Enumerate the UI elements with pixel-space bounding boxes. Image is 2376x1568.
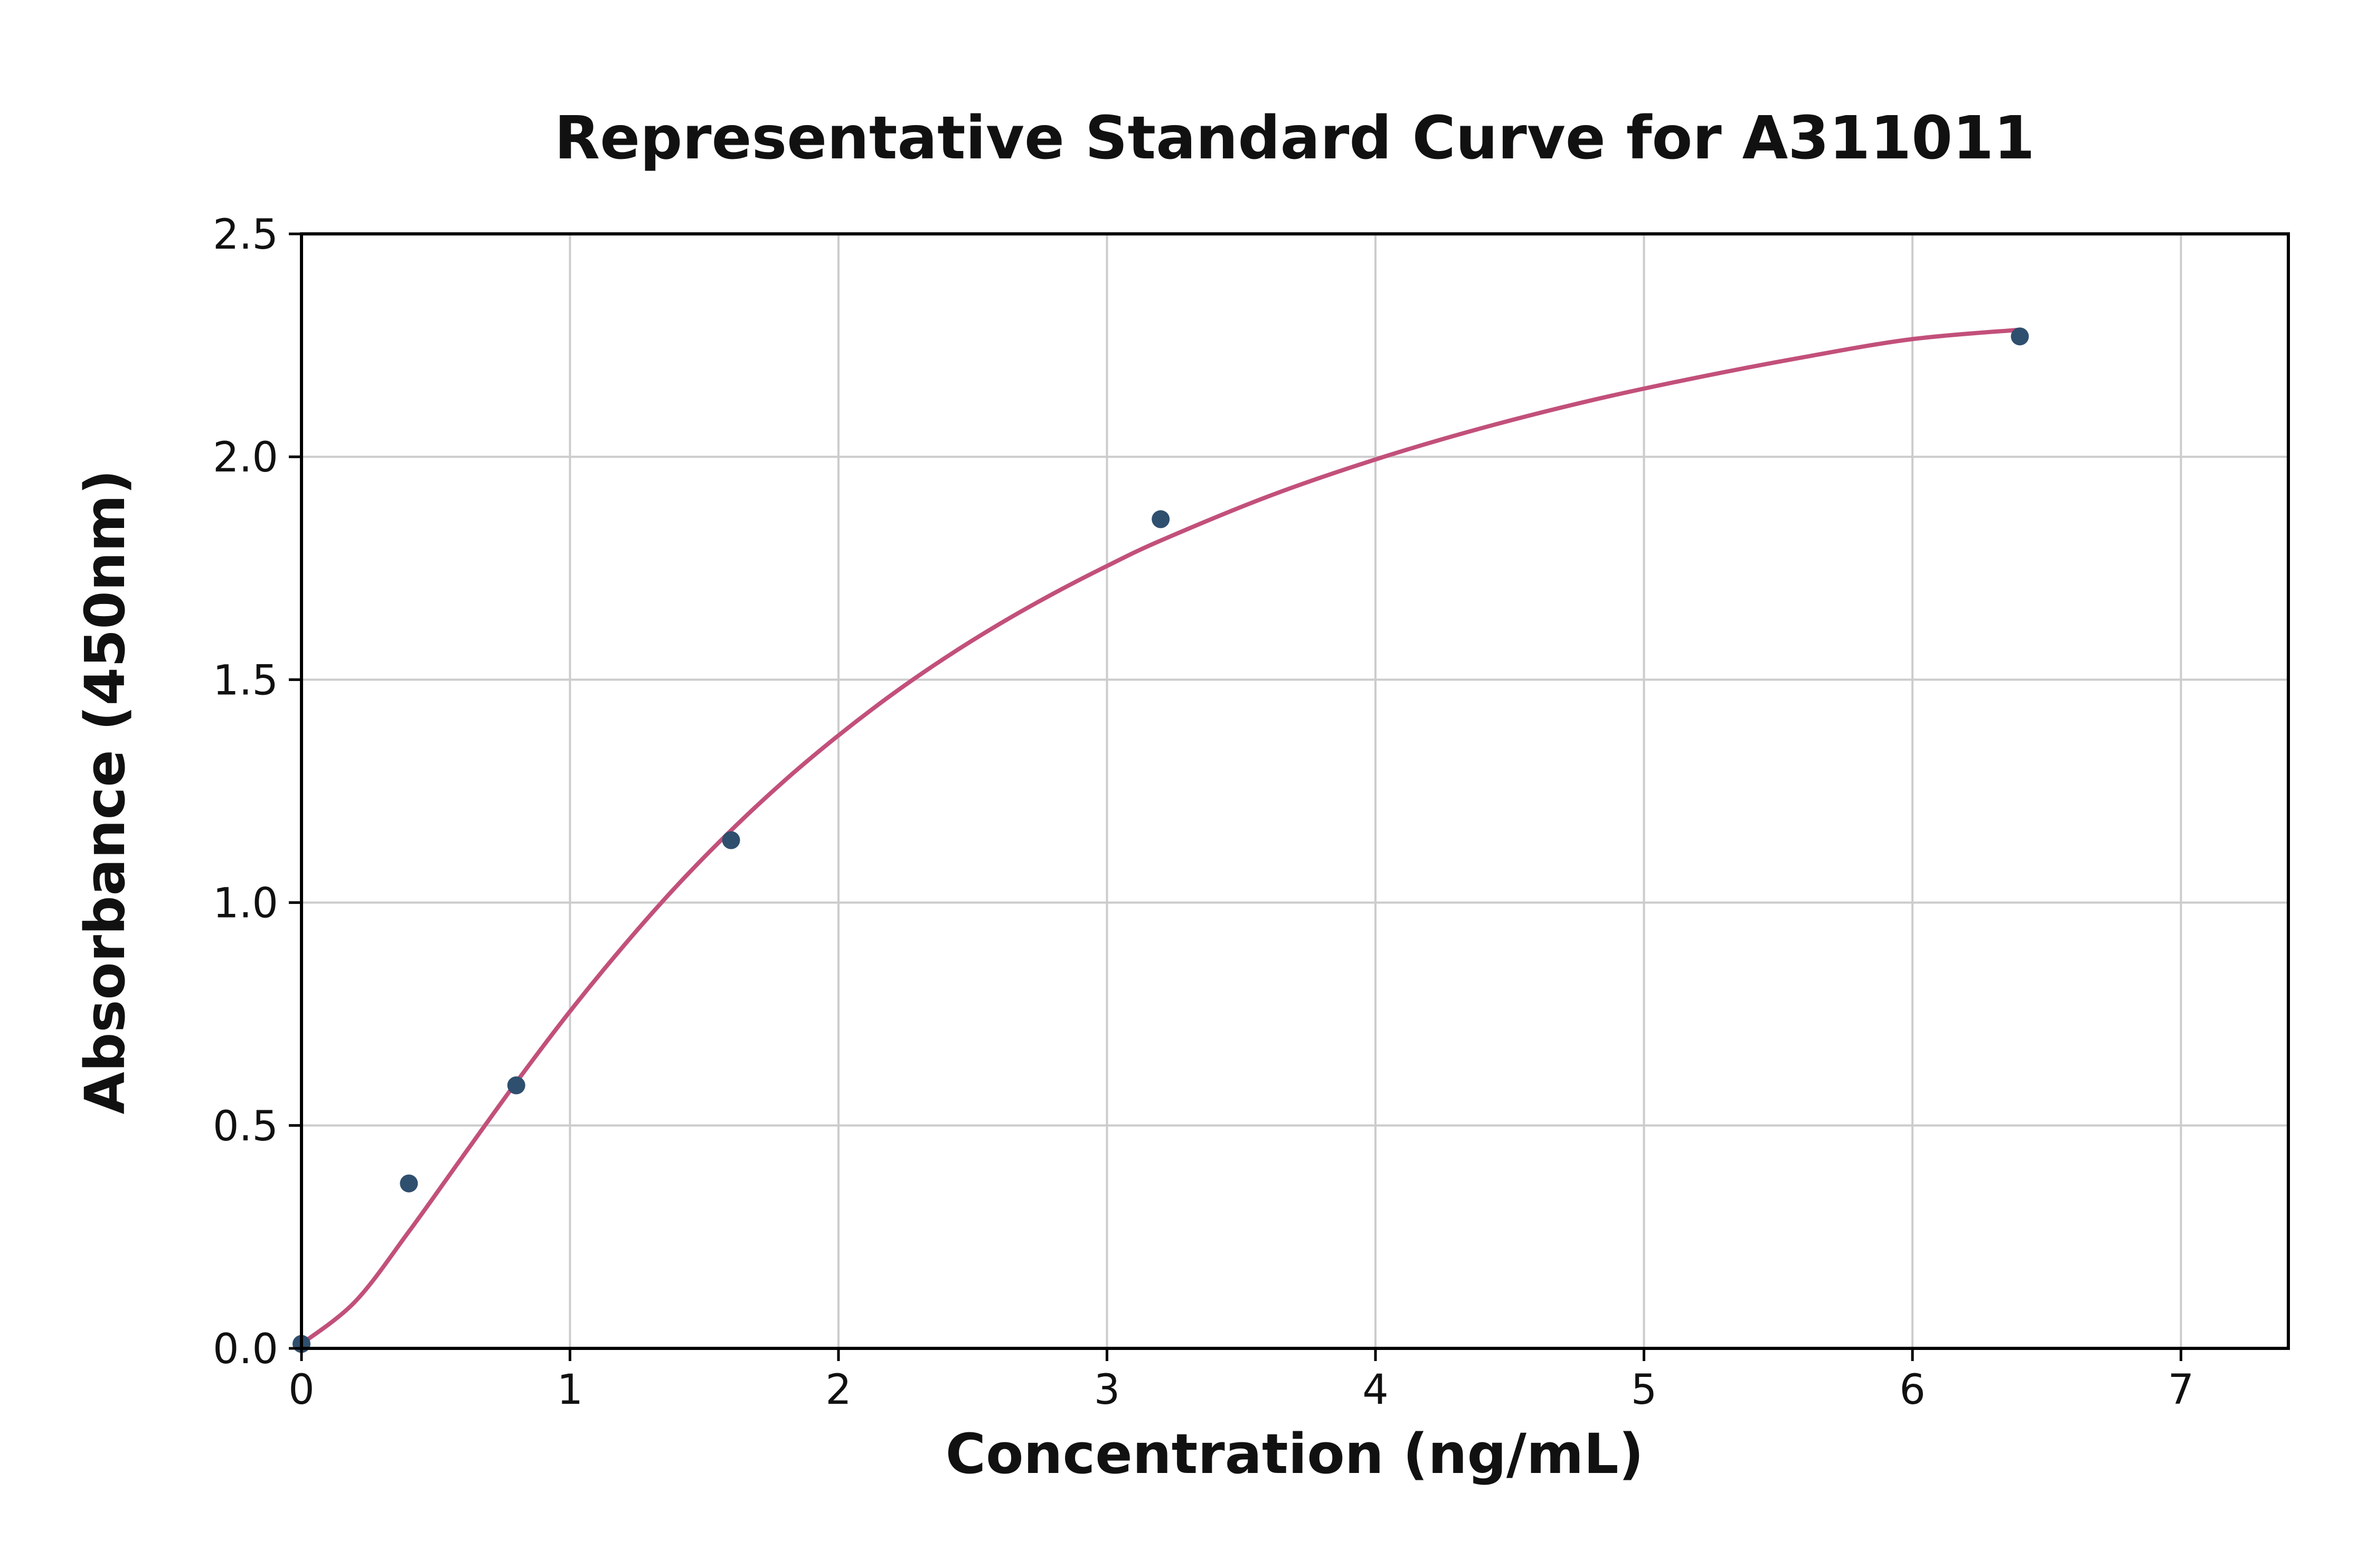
x-tick-label: 6 — [1899, 1366, 1926, 1414]
y-tick-label: 1.5 — [213, 657, 278, 704]
x-tick-label: 0 — [288, 1366, 315, 1414]
data-point — [507, 1076, 525, 1094]
y-axis-label: Absorbance (450nm) — [73, 469, 137, 1114]
gridlines — [300, 233, 2288, 1349]
data-point — [722, 831, 740, 849]
x-tick-label: 3 — [1094, 1366, 1120, 1414]
fit-curve — [299, 327, 2022, 1346]
x-tick-label: 2 — [825, 1366, 852, 1414]
axes — [300, 232, 2290, 1350]
data-point — [1152, 510, 1170, 528]
y-tick-label: 2.5 — [213, 211, 278, 259]
plot-frame — [300, 232, 2290, 1350]
x-tick-label: 5 — [1631, 1366, 1657, 1414]
y-tick-label: 0.5 — [213, 1103, 278, 1150]
tick-labels: 0 1 2 3 4 5 6 7 0.0 0.5 1.0 1.5 2.0 2.5 — [213, 211, 2194, 1414]
y-tick-label: 0.0 — [213, 1326, 278, 1373]
fit-curve-path — [299, 327, 2022, 1346]
x-tick-label: 7 — [2168, 1366, 2194, 1414]
y-tick-label: 1.0 — [213, 880, 278, 928]
x-tick-label: 4 — [1362, 1366, 1389, 1414]
y-tick-label: 2.0 — [213, 434, 278, 481]
data-points — [293, 327, 2029, 1353]
data-point — [400, 1174, 418, 1193]
x-tick-label: 1 — [557, 1366, 583, 1414]
chart-title: Representative Standard Curve for A31101… — [554, 104, 2035, 173]
x-axis-label: Concentration (ng/mL) — [946, 1422, 1644, 1486]
data-point — [2011, 327, 2029, 346]
